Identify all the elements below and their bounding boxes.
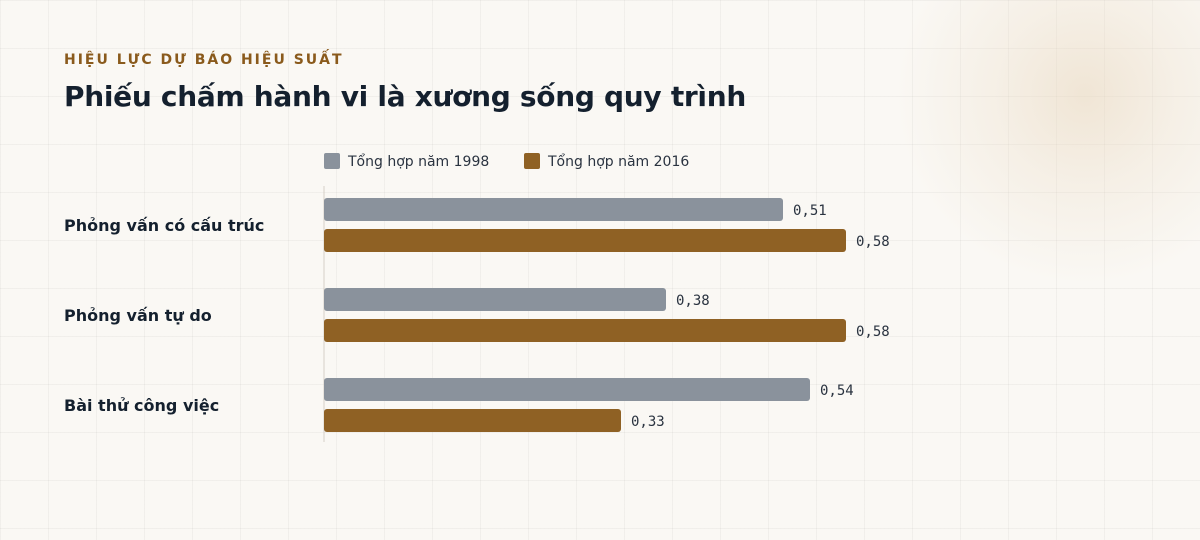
legend-swatch-1 <box>324 153 340 169</box>
value-label-2-1: 0,58 <box>856 234 890 250</box>
value-label-1-1: 0,51 <box>793 203 827 219</box>
category-label-1: Phỏng vấn có cấu trúc <box>64 216 264 235</box>
legend-label-1: Tổng hợp năm 1998 <box>347 153 489 170</box>
chart-eyebrow: HIỆU LỰC DỰ BÁO HIỆU SUẤT <box>64 52 344 68</box>
chart-title: Phiếu chấm hành vi là xương sống quy trì… <box>64 80 746 113</box>
legend-swatch-2 <box>524 153 540 169</box>
bar-1-1 <box>324 198 783 221</box>
value-label-2-3: 0,33 <box>631 414 665 430</box>
legend-label-2: Tổng hợp năm 2016 <box>547 153 689 170</box>
bar-1-3 <box>324 378 810 401</box>
bar-2-1 <box>324 229 846 252</box>
value-label-2-2: 0,58 <box>856 324 890 340</box>
bar-1-2 <box>324 288 666 311</box>
value-label-1-2: 0,38 <box>676 293 710 309</box>
category-label-3: Bài thử công việc <box>64 396 219 415</box>
value-label-1-3: 0,54 <box>820 383 854 399</box>
category-label-2: Phỏng vấn tự do <box>64 306 212 325</box>
bar-2-2 <box>324 319 846 342</box>
bar-2-3 <box>324 409 621 432</box>
